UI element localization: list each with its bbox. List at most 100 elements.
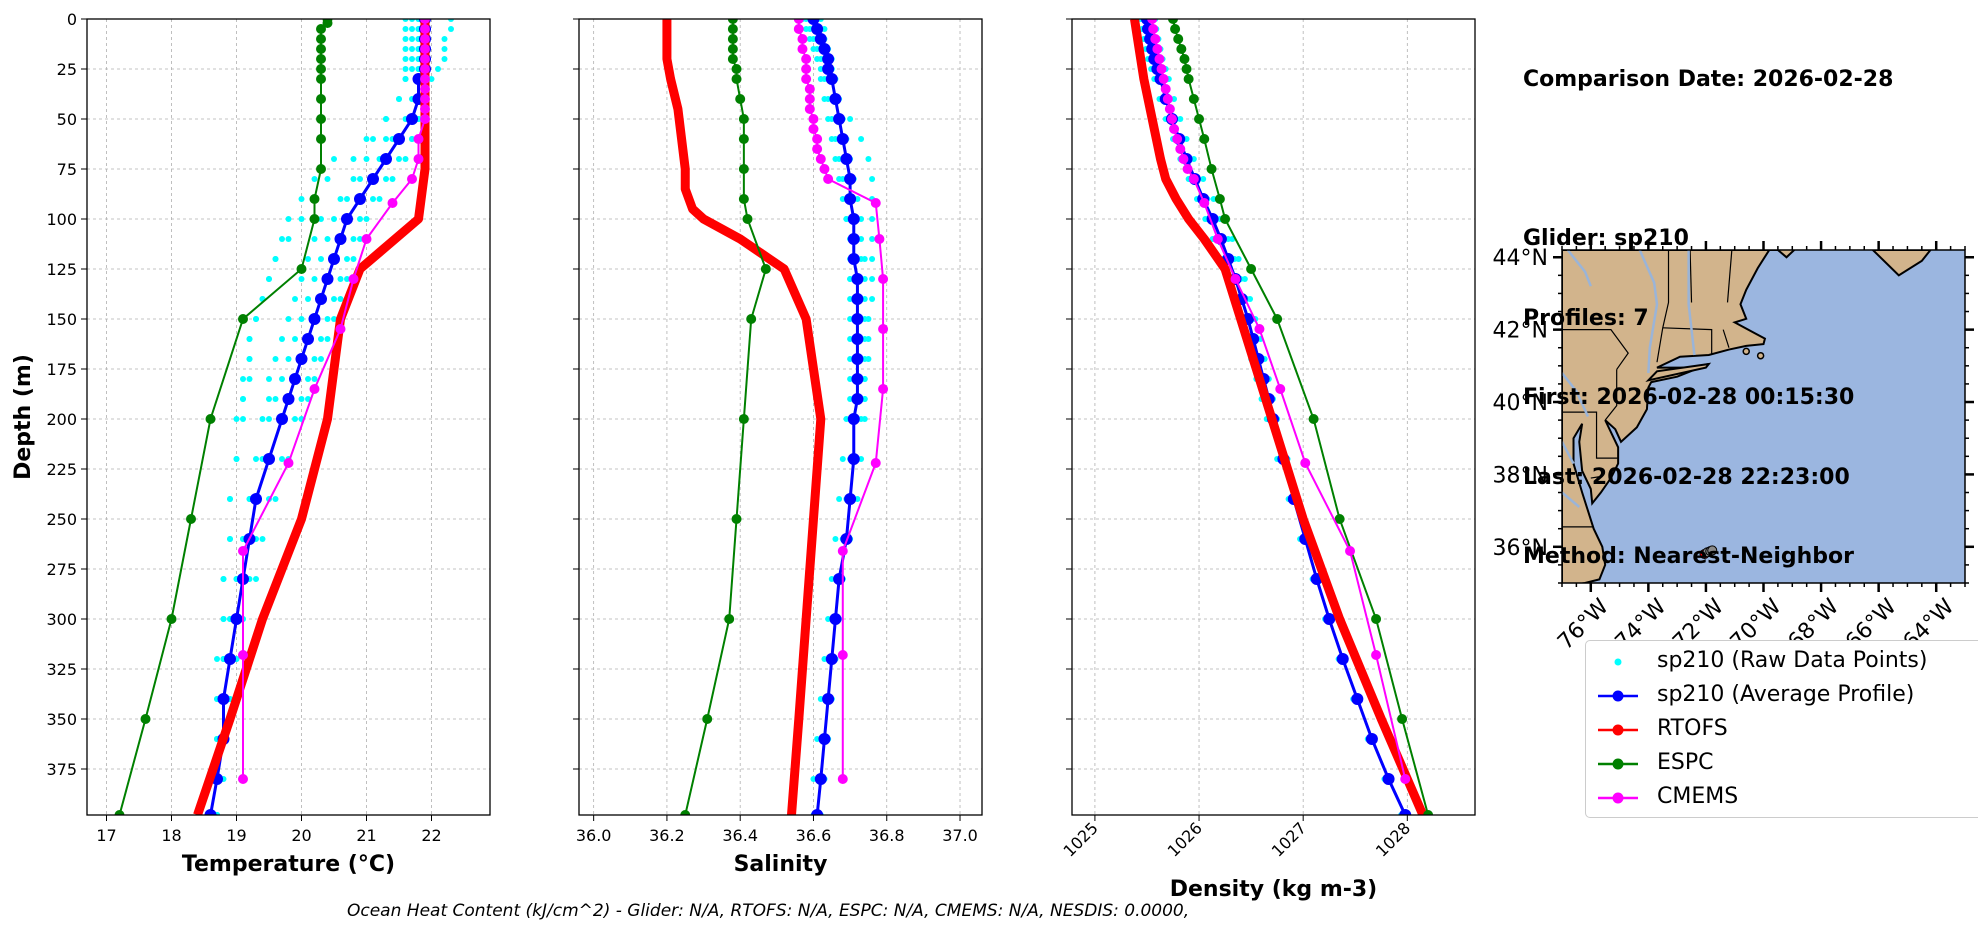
cmems-marker [1156, 64, 1167, 74]
espc-marker [1168, 19, 1179, 24]
raw-data-point [357, 216, 363, 222]
espc-marker [1183, 74, 1194, 84]
raw-data-point [259, 536, 266, 542]
espc-marker [731, 514, 742, 524]
cmems-marker [1345, 546, 1356, 556]
cmems-marker [1188, 174, 1199, 184]
espc-marker [316, 94, 326, 104]
raw-data-point [817, 696, 824, 702]
cmems-marker [1182, 164, 1193, 174]
x-tick-label: 1028 [1372, 818, 1414, 860]
legend: sp210 (Raw Data Points) sp210 (Average Pr… [1585, 640, 1978, 818]
raw-data-point [821, 76, 828, 82]
raw-data-point [298, 196, 305, 202]
cmems-marker [1154, 54, 1165, 64]
rtofs-profile-line [662, 19, 826, 815]
raw-data-point [847, 356, 854, 362]
x-tick-label: 36.0 [576, 826, 612, 845]
y-tick-label: 175 [46, 360, 77, 379]
espc-marker [316, 74, 326, 84]
y-tick-label: 200 [46, 410, 77, 429]
raw-data-point [814, 736, 821, 742]
average-profile-marker [851, 373, 864, 385]
raw-data-point [1200, 176, 1207, 182]
raw-data-point [402, 19, 409, 22]
average-profile-marker [825, 653, 838, 665]
raw-data-point [363, 136, 370, 142]
average-profile-marker [811, 809, 824, 815]
raw-data-point [861, 336, 868, 342]
espc-marker [738, 114, 749, 124]
raw-data-point [376, 196, 383, 202]
x-axis-label: Salinity [734, 852, 828, 877]
series-group [1130, 19, 1434, 815]
cmems-marker [1178, 154, 1189, 164]
espc-marker [316, 64, 326, 74]
raw-data-point [305, 256, 311, 262]
espc-marker [680, 810, 691, 815]
raw-data-point [331, 216, 337, 222]
river [1562, 441, 1575, 465]
info-line: Glider: sp210 [1523, 226, 1689, 251]
cmems-marker [837, 774, 848, 784]
info-line: Last: 2026-02-28 22:23:00 [1523, 464, 1850, 490]
raw-data-point [1247, 296, 1254, 302]
cmems-marker [878, 324, 889, 334]
espc-marker [1199, 134, 1210, 144]
average-profile-marker [204, 809, 217, 815]
x-tick-label: 36.2 [649, 826, 685, 845]
cmems-marker [420, 84, 430, 94]
lat-tick-label: 40°N [1493, 391, 1548, 416]
legend-marker [1612, 758, 1624, 770]
raw-data-point [253, 576, 259, 582]
raw-data-point [409, 66, 415, 72]
average-profile-marker [833, 113, 846, 125]
espc-marker [1179, 54, 1190, 64]
x-axis-label: Temperature (°C) [182, 852, 395, 877]
raw-data-point [861, 396, 868, 402]
river [1566, 250, 1592, 287]
raw-data-point [266, 416, 272, 422]
raw-data-point [402, 76, 409, 82]
raw-data-point [298, 396, 305, 402]
y-tick-label: 375 [46, 760, 77, 779]
state-border [1590, 475, 1603, 479]
cmems-marker [420, 104, 430, 114]
raw-data-point [847, 396, 854, 402]
state-border [1604, 369, 1618, 421]
cmems-marker [348, 274, 359, 284]
average-profile-marker [328, 253, 340, 265]
y-tick-label: 50 [57, 110, 77, 129]
raw-data-point [344, 256, 350, 262]
info-line: Method: Nearest-Neighbor [1523, 544, 1854, 569]
cmems-marker [801, 54, 812, 64]
cmems-profile-line [1151, 19, 1407, 780]
cmems-marker [870, 458, 881, 468]
cmems-marker [420, 94, 430, 104]
cmems-marker [819, 164, 830, 174]
average-profile-marker [836, 133, 849, 145]
river [1562, 491, 1581, 508]
raw-data-point [836, 156, 843, 162]
average-profile-marker [847, 233, 860, 245]
info-line [1523, 147, 1893, 174]
cmems-marker [804, 84, 815, 94]
cmems-marker [420, 34, 430, 44]
average-profile-marker [822, 693, 835, 705]
average-profile-marker [851, 353, 864, 365]
raw-data-point [285, 356, 292, 362]
espc-marker [1206, 164, 1217, 174]
raw-data-point [839, 176, 846, 182]
average-profile-marker [406, 113, 418, 125]
espc-marker [1334, 514, 1345, 524]
raw-data-point [869, 236, 876, 242]
info-line: Comparison Date: 2026-02-28 [1523, 67, 1894, 92]
legend-entry-raw: sp210 (Raw Data Points) [1586, 646, 1978, 676]
raw-data-point [832, 536, 839, 542]
average-profile-marker [289, 373, 301, 385]
raw-data-point [350, 176, 357, 182]
raw-data-point [843, 216, 850, 222]
raw-data-point [854, 196, 861, 202]
cmems-marker [283, 458, 294, 468]
